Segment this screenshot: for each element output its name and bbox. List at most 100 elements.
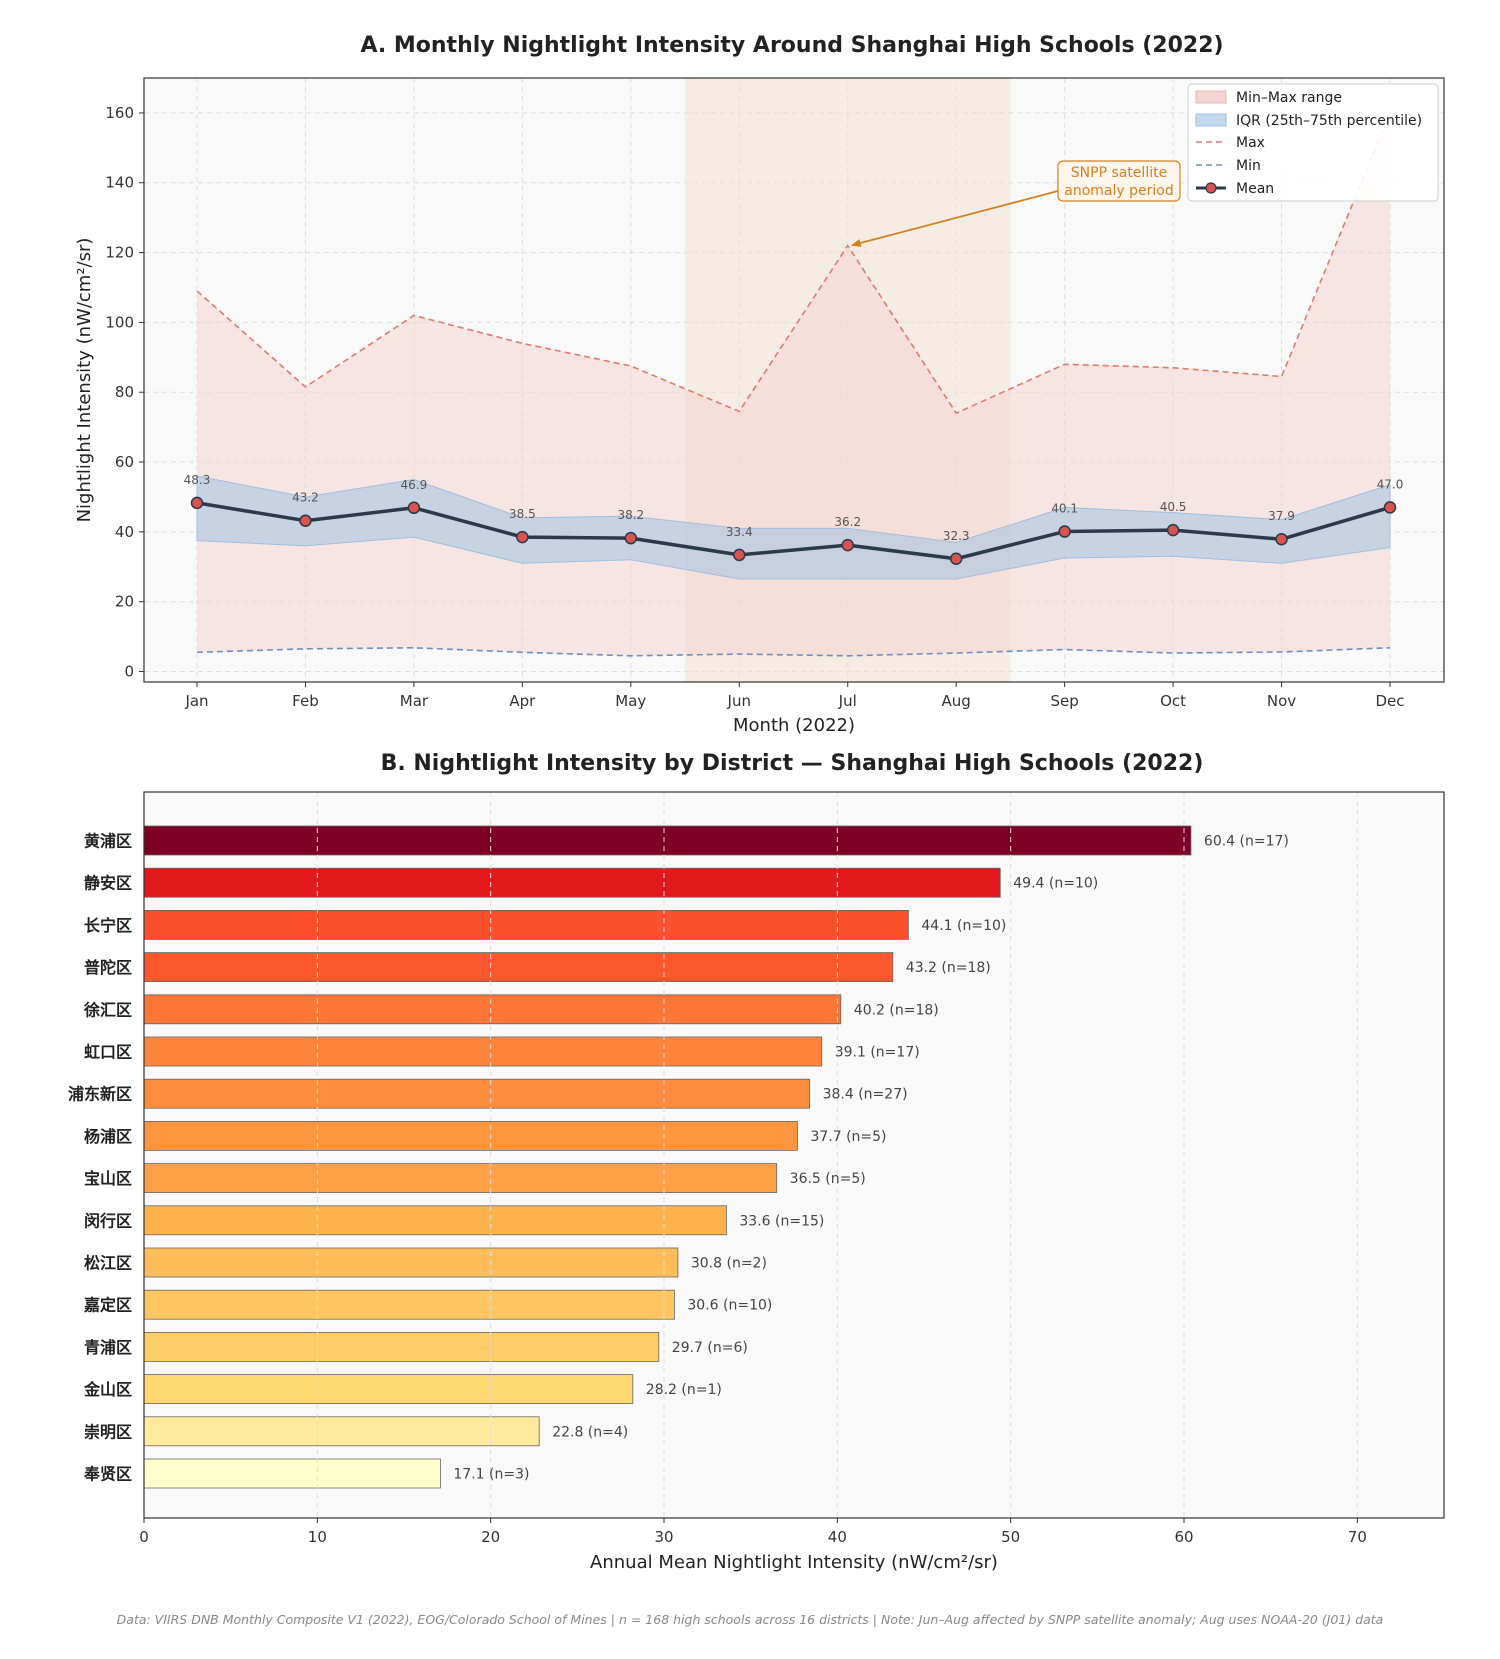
bar-label-11: 30.8 (n=2) <box>691 1256 767 1272</box>
annotation-arrowhead <box>850 239 862 247</box>
mean-label-oct: 40.5 <box>1160 500 1187 514</box>
district-bar-labels: 60.4 (n=17) 49.4 (n=10) 44.1 (n=10) 43.2 (n… <box>453 834 1289 1483</box>
legend-range-swatch <box>1195 90 1227 104</box>
mean-label-nov: 37.9 <box>1268 509 1295 523</box>
mean-point-may <box>624 531 638 545</box>
bar-label-10: 33.6 (n=15) <box>739 1213 824 1229</box>
district-label-5: 徐汇区 <box>83 1000 132 1019</box>
mean-point-sep <box>1058 525 1071 538</box>
panel-a: A. Monthly Nightlight Intensity Around S… <box>74 33 1445 736</box>
district-label-10: 闵行区 <box>84 1211 132 1230</box>
mean-point-oct <box>1166 523 1180 537</box>
bar-label-8: 37.7 (n=5) <box>810 1129 886 1145</box>
mean-label-jul: 36.2 <box>834 515 861 529</box>
x-tick-apr: Apr <box>509 692 536 710</box>
mean-label-jun: 33.4 <box>726 525 753 539</box>
bar-6 <box>143 1036 823 1067</box>
mean-label-feb: 43.2 <box>292 491 319 505</box>
district-label-4: 普陀区 <box>84 958 132 977</box>
x-tick-30: 30 <box>654 1528 673 1546</box>
bar-label-3: 44.1 (n=10) <box>921 918 1006 934</box>
mean-point-dec <box>1383 501 1397 514</box>
bar-4 <box>143 952 894 982</box>
bar-1 <box>143 825 1192 856</box>
annotation-box <box>1057 160 1181 202</box>
mean-label-dec: 47.0 <box>1377 477 1404 491</box>
legend-max-label: Max <box>1236 135 1265 151</box>
district-label-1: 黄浦区 <box>84 832 132 851</box>
district-label-15: 崇明区 <box>84 1422 132 1441</box>
mean-value-labels: 48.3 43.2 46.9 38.5 38.2 33.4 36.2 32.3 40.1 40.5… <box>184 473 1404 543</box>
x-tick-dec: Dec <box>1375 692 1404 710</box>
y-tick-80: 80 <box>115 383 134 401</box>
panel-a-y-ticks: 0 20 40 60 80 100 120 140 160 <box>105 104 144 681</box>
panel-a-x-label: Month (2022) <box>733 715 855 736</box>
annotation-text-line1: SNPP satellite <box>1071 165 1167 181</box>
panel-a-y-label: Nightlight Intensity (nW/cm²/sr) <box>74 238 95 523</box>
district-label-8: 杨浦区 <box>84 1127 132 1146</box>
bar-label-1: 60.4 (n=17) <box>1204 834 1289 850</box>
y-tick-0: 0 <box>124 663 134 681</box>
y-tick-100: 100 <box>105 313 134 331</box>
x-tick-10: 10 <box>308 1528 327 1546</box>
bar-label-13: 29.7 (n=6) <box>672 1340 748 1356</box>
legend-min-label: Min <box>1236 158 1261 174</box>
panel-b-title: B. Nightlight Intensity by District — Sh… <box>381 751 1204 776</box>
bar-2 <box>143 867 1001 898</box>
mean-label-mar: 46.9 <box>401 478 428 492</box>
district-bars <box>143 825 1192 1489</box>
panel-b-plot-area <box>144 792 1444 1518</box>
x-tick-oct: Oct <box>1160 692 1186 710</box>
mean-point-apr <box>516 530 529 544</box>
bar-5 <box>143 994 842 1025</box>
district-label-13: 青浦区 <box>84 1338 132 1357</box>
legend-mean-label: Mean <box>1236 181 1274 197</box>
mean-point-feb <box>299 514 312 527</box>
mean-point-aug <box>949 552 963 566</box>
bar-16 <box>143 1458 441 1489</box>
y-tick-120: 120 <box>105 244 134 262</box>
y-tick-60: 60 <box>115 453 134 471</box>
district-label-2: 静安区 <box>84 874 132 893</box>
x-tick-mar: Mar <box>400 692 429 710</box>
district-label-11: 松江区 <box>84 1254 132 1273</box>
panel-a-x-ticks: Jan Feb Mar Apr May Jun Jul Aug Sep Oct Nov Dec <box>184 682 1405 710</box>
mean-point-jun <box>733 548 746 562</box>
x-tick-20: 20 <box>481 1528 500 1546</box>
bar-8 <box>143 1121 798 1151</box>
bar-3 <box>143 910 909 940</box>
legend-iqr-label: IQR (25th–75th percentile) <box>1236 113 1422 129</box>
bar-12 <box>143 1289 675 1320</box>
panel-a-title: A. Monthly Nightlight Intensity Around S… <box>360 33 1223 58</box>
anomaly-annotation: SNPP satellite anomaly period <box>850 160 1181 247</box>
x-tick-nov: Nov <box>1267 692 1296 710</box>
district-label-12: 嘉定区 <box>83 1296 132 1315</box>
district-label-14: 金山区 <box>83 1380 132 1399</box>
bar-label-4: 43.2 (n=18) <box>906 960 991 976</box>
max-line <box>196 112 1391 415</box>
bar-9 <box>143 1163 778 1193</box>
data-source-footer: Data: VIIRS DNB Monthly Composite V1 (20… <box>117 1612 1384 1627</box>
bar-label-15: 22.8 (n=4) <box>552 1424 628 1440</box>
bar-label-9: 36.5 (n=5) <box>790 1171 866 1187</box>
bar-label-7: 38.4 (n=27) <box>823 1087 908 1103</box>
x-tick-0: 0 <box>139 1528 149 1546</box>
mean-label-apr: 38.5 <box>509 507 536 521</box>
mean-line <box>196 501 1391 561</box>
x-tick-50: 50 <box>1001 1528 1020 1546</box>
panel-b-frame <box>143 791 1445 1519</box>
x-tick-60: 60 <box>1174 1528 1193 1546</box>
bar-7 <box>143 1078 810 1109</box>
bar-label-12: 30.6 (n=10) <box>687 1298 772 1314</box>
bar-11 <box>143 1247 679 1278</box>
x-tick-40: 40 <box>828 1528 847 1546</box>
x-tick-jun: Jun <box>727 692 751 710</box>
bar-label-14: 28.2 (n=1) <box>646 1382 722 1398</box>
mean-point-jul <box>841 538 854 552</box>
mean-point-mar <box>407 501 421 515</box>
bar-label-2: 49.4 (n=10) <box>1013 876 1098 892</box>
annotation-arrow <box>860 190 1059 244</box>
panel-b-x-label: Annual Mean Nightlight Intensity (nW/cm²… <box>590 1552 998 1573</box>
bar-label-6: 39.1 (n=17) <box>835 1045 920 1061</box>
panel-a-frame <box>143 77 1445 683</box>
